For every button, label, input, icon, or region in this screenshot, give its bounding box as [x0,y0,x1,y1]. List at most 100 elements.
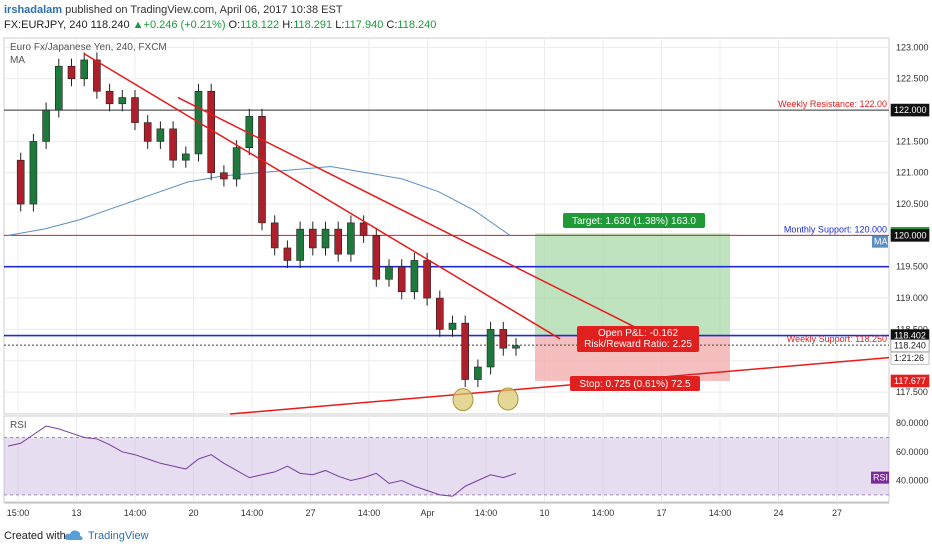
candle [54,65,63,111]
y-tick-label: 119.000 [896,293,928,303]
up-arrow-icon: ▲ [132,19,144,31]
ma-tag-box [872,235,888,248]
rsi-band [4,437,889,495]
tradingview-cloud-icon [64,530,83,540]
indicator-label: MA [10,55,25,66]
x-tick-label: 27 [832,508,842,518]
x-tick-label: 13 [71,508,81,518]
low-value: 117.940 [344,19,384,31]
bottom-marker-2 [497,387,519,411]
candle [448,322,457,330]
price-pane [3,37,890,415]
price-tag: 118.240 [894,341,926,351]
candle [156,128,165,142]
y-tick-label: 121.000 [896,168,929,178]
ohlc-line: FX:EURJPY, 240 118.240 ▲+0.246 (+0.21%) … [4,19,436,31]
published-text: published on TradingView.com, April 06, … [65,4,343,16]
x-tick-label: 20 [188,508,198,518]
candle [461,322,470,380]
candle [296,228,304,261]
candle [308,228,317,249]
price-tag: 118.402 [894,331,926,341]
candle [182,153,190,161]
candle [232,147,241,180]
level-label: Monthly Support: 120.000 [784,224,887,234]
rsi-line [7,425,517,497]
candle [474,366,482,380]
y-tick-label: 117.500 [896,387,928,397]
x-tick-label: Apr [420,508,434,518]
candle [270,222,279,249]
last-price: 118.240 [90,19,130,31]
pnl-label-box [577,326,699,352]
y-tick-label: 120.500 [896,199,929,209]
candle [512,345,520,349]
candle [397,266,406,293]
rsi-y-tick-label: 60.0000 [896,447,929,457]
publish-line: irshadalam published on TradingView.com,… [4,4,343,16]
high-label: H: [282,19,294,31]
candle [486,329,495,368]
ma-tag: MA [874,237,888,247]
candle [321,228,330,249]
price-tag: 117.677 [894,376,926,386]
up-trendline [229,356,890,415]
candle [67,65,76,80]
stop-label-box [570,376,700,391]
rsi-tag: RSI [873,473,888,483]
x-tick-label: 14:00 [241,508,264,518]
author-link[interactable]: irshadalam [4,4,63,16]
price-chart[interactable]: Weekly Resistance: 122.00 Monthly Support… [0,36,932,524]
rsi-title: RSI [10,420,27,431]
x-tick-label: 14:00 [358,508,381,518]
rsi-pane [3,415,890,503]
open-label: O: [228,19,241,31]
candle [80,59,88,80]
created-with-text: Created with [4,530,66,542]
price-tag-box [890,339,930,352]
stop-label-text: Stop: 0.725 (0.61%) 72.5 [579,379,691,390]
low-label: L: [335,19,345,31]
candle [143,122,152,142]
x-tick-label: 17 [656,508,666,518]
x-tick-label: 27 [305,508,315,518]
y-tick-label: 121.500 [896,136,929,146]
candle [283,247,292,261]
down-trendline-2 [177,96,653,337]
footer: Created with TradingView [0,524,932,550]
close-label: C: [386,19,398,31]
x-tick-label: 15:00 [7,508,30,518]
candle [131,97,139,123]
pnl-label-text: Risk/Reward Ratio: 2.25 [584,339,692,350]
x-tick-label: 14:00 [592,508,615,518]
price-tag-box [890,103,930,117]
candle [372,235,381,280]
close-value: 118.240 [397,19,437,31]
x-tick-label: 14:00 [475,508,498,518]
candle [334,228,343,255]
candle [435,297,444,330]
level-label: Weekly Resistance: 122.00 [778,99,887,109]
high-value: 118.291 [293,19,333,31]
rsi-tag-box [871,471,889,484]
rsi-y-tick-label: 80.0000 [896,418,929,428]
chart-header: irshadalam published on TradingView.com,… [0,0,932,36]
price-tag-box [890,351,930,365]
x-tick-label: 14:00 [709,508,732,518]
candle [93,59,101,92]
y-tick-label: 119.500 [896,262,928,272]
x-tick-label: 10 [539,508,549,518]
candle [118,97,127,105]
target-zone [535,233,730,336]
tradingview-brand[interactable]: TradingView [88,530,149,542]
candle [105,90,114,105]
price-tag-box [890,229,930,242]
down-trendline-1 [83,53,561,340]
candle [29,141,38,205]
target-label-text: Target: 1.630 (1.38%) 163.0 [572,216,696,227]
candle [499,329,508,349]
open-value: 118.122 [240,19,280,31]
target-label-box [563,213,705,228]
price-tag-box [890,374,930,388]
price-tag: 120.000 [894,230,927,240]
